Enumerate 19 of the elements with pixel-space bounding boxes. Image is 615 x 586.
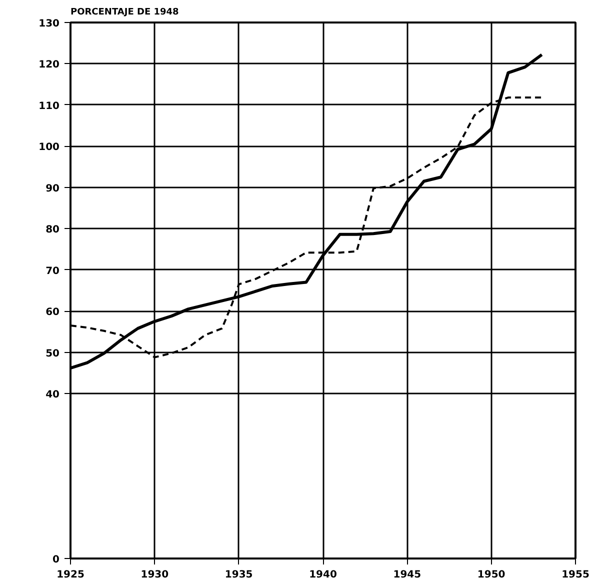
x-tick-label: 1940 (309, 570, 337, 580)
y-tick-label: 70 (46, 266, 60, 277)
x-tick-label: 1950 (477, 570, 506, 580)
x-tick-label: 1955 (562, 570, 590, 580)
x-tick-label: 1935 (224, 570, 253, 580)
y-tick-label: 110 (38, 100, 60, 112)
y-tick-label: 60 (46, 307, 60, 318)
y-tick-label: 0 (52, 554, 60, 566)
y-tick-label: 40 (46, 390, 60, 401)
y-tick-label: 50 (46, 348, 60, 360)
y-tick-label: 80 (46, 224, 60, 236)
x-tick-label: 1945 (393, 570, 422, 580)
y-tick-label: 120 (38, 60, 60, 71)
x-tick-label: 1925 (56, 570, 84, 580)
y-tick-label: 130 (38, 18, 60, 30)
x-tick-label: 1930 (140, 570, 169, 580)
y-axis-title: PORCENTAJE DE 1948 (70, 8, 179, 18)
y-tick-label: 90 (46, 183, 60, 194)
y-tick-label: 100 (38, 142, 60, 154)
